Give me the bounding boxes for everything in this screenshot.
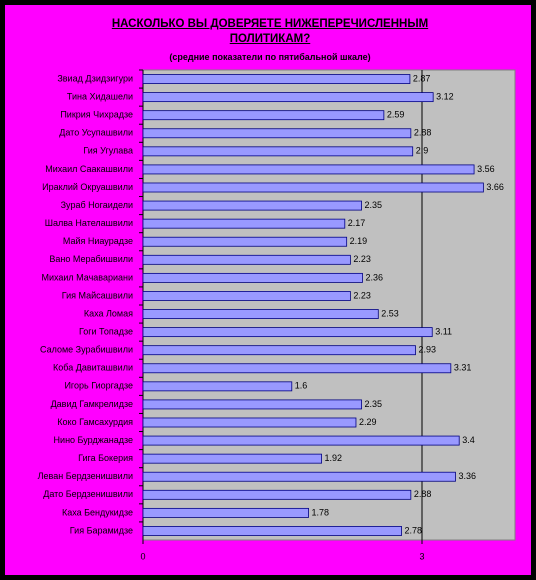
bar [142,435,460,446]
y-tick-label: Зураб Ногаидели [61,200,133,210]
y-tick-label: Давид Гамкрелидзе [51,399,133,409]
value-label: 2.17 [348,218,366,228]
bar [142,471,456,482]
bar [142,254,351,265]
value-label: 3.66 [486,182,504,192]
bar [142,218,346,229]
value-label: 3.4 [462,435,475,445]
bar [142,236,348,247]
y-tick-label: Дато Бердзенишвили [43,489,133,499]
y-tick-label: Каха Бендукидзе [62,507,133,517]
x-tick-label: 3 [419,551,424,561]
bar [142,327,433,338]
y-tick-label: Шалва Нателашвили [45,218,133,228]
bar [142,399,362,410]
bar [142,507,309,518]
y-tick-label: Михаил Саакашвили [45,164,133,174]
y-tick-label: Гоги Топадзе [79,326,133,336]
value-label: 2.93 [418,345,436,355]
value-label: 2.19 [350,236,368,246]
y-tick-label: Гия Барамидзе [70,525,133,535]
y-tick-label: Пикрия Чихрадзе [60,110,133,120]
y-tick-label: Гия Майсашвили [62,290,133,300]
y-tick-label: Леван Бердзенишвили [38,471,133,481]
plot-area [142,69,516,541]
bar [142,489,412,500]
value-label: 2.78 [405,525,423,535]
y-tick-label: Игорь Гиоргадзе [64,381,133,391]
chart-title: НАСКОЛЬКО ВЫ ДОВЕРЯЕТЕ НИЖЕПЕРЕЧИСЛЕННЫМ… [111,18,429,45]
y-tick-label: Михаил Мачавариани [41,272,133,282]
bar [142,291,351,301]
value-label: 2.35 [365,399,383,409]
value-label: 1.78 [312,507,330,517]
y-tick-label: Тина Хидашели [67,91,133,101]
y-tick-label: Майя Ниаурадзе [63,236,133,246]
bar [142,110,385,121]
bar [142,417,357,428]
value-label: 2.9 [416,146,429,156]
y-tick-label: Звиад Дзидзигури [57,73,133,83]
bar [142,128,412,139]
value-label: 2.23 [353,254,371,264]
y-tick-label: Гига Бокерия [78,453,133,463]
value-label: 1.6 [295,381,308,391]
value-label: 2.35 [365,200,383,210]
value-label: 3.11 [435,326,452,336]
y-tick-label: Каха Ломая [84,308,133,318]
value-label: 3.56 [477,164,495,174]
value-label: 2.87 [413,73,431,83]
y-tick-label: Гия Угулава [83,146,133,156]
bar [142,164,475,175]
value-label: 2.53 [381,308,399,318]
bar [142,381,293,392]
y-tick-label: Ираклий Окруашвили [42,182,133,192]
value-label: 3.36 [458,471,476,481]
bar [142,74,411,84]
y-tick-label: Дато Усупашвили [59,128,133,138]
value-label: 2.88 [414,489,432,499]
bar [142,526,402,536]
value-label: 2.29 [359,417,377,427]
y-tick-label: Коба Давиташвили [53,363,133,373]
x-tick-label: 0 [140,551,145,561]
bar [142,272,363,283]
bar [142,309,379,319]
y-tick-label: Саломе Зурабишвили [40,345,133,355]
y-tick-label: Вано Мерабишвили [49,254,133,264]
value-label: 1.92 [325,453,343,463]
value-label: 3.31 [454,363,472,373]
value-label: 3.12 [436,91,454,101]
bar [142,182,484,193]
y-tick-label: Нино Бурджанадзе [54,435,133,445]
value-label: 2.23 [353,290,371,300]
value-label: 2.36 [365,272,383,282]
bar [142,200,362,211]
bar [142,363,452,374]
bar [142,92,434,103]
bar [142,146,414,157]
y-tick-label: Коко Гамсахурдия [57,417,133,427]
value-label: 2.59 [387,110,405,120]
value-label: 2.88 [414,128,432,138]
bar [142,453,322,464]
bar [142,345,416,356]
chart-subtitle: (средние показатели по пятибальной шкале… [169,52,371,62]
